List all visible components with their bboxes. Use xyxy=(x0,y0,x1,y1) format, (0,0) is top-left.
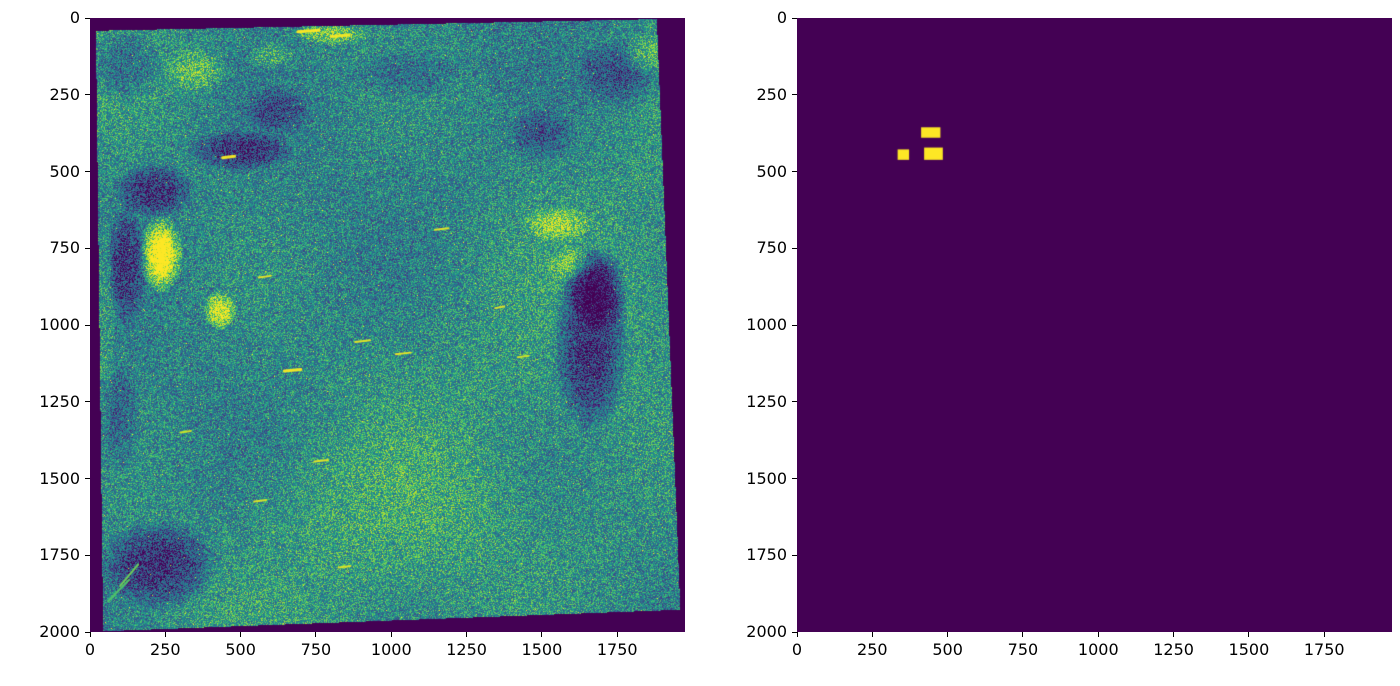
y-tick-mark xyxy=(85,171,90,172)
y-tick-label: 2000 xyxy=(39,622,80,641)
x-tick-mark xyxy=(947,632,949,637)
x-tick-mark xyxy=(390,632,392,637)
y-tick-mark xyxy=(792,324,797,326)
x-tick-label: 1750 xyxy=(596,640,638,659)
y-tick-mark xyxy=(792,401,797,403)
y-tick-label: 1000 xyxy=(746,315,787,334)
x-tick-mark xyxy=(240,632,242,637)
y-tick-mark xyxy=(85,17,90,19)
y-tick-label: 500 xyxy=(756,161,787,181)
x-tick-mark xyxy=(466,632,468,637)
y-tick-label: 0 xyxy=(69,8,80,27)
y-tick-mark xyxy=(792,171,797,172)
x-tick-mark xyxy=(89,632,91,637)
y-tick-label: 2000 xyxy=(746,622,787,641)
y-tick-mark xyxy=(792,94,797,96)
y-tick-label: 750 xyxy=(49,238,80,258)
y-tick-mark xyxy=(792,247,797,249)
x-tick-label: 1750 xyxy=(1303,640,1345,659)
x-tick-label: 750 xyxy=(300,640,332,659)
y-tick-label: 250 xyxy=(756,84,787,104)
y-tick-mark xyxy=(85,247,90,249)
y-tick-label: 1750 xyxy=(746,545,787,565)
x-tick-label: 500 xyxy=(932,640,963,659)
x-tick-label: 750 xyxy=(1007,640,1039,659)
x-tick-mark xyxy=(541,632,543,637)
y-tick-mark xyxy=(85,324,90,326)
y-tick-mark xyxy=(792,17,797,19)
y-tick-mark xyxy=(85,478,90,479)
y-tick-mark xyxy=(792,478,797,479)
x-tick-label: 1500 xyxy=(1228,640,1270,659)
x-tick-label: 250 xyxy=(150,640,181,659)
x-tick-mark xyxy=(1173,632,1175,637)
x-tick-label: 1000 xyxy=(370,640,412,659)
y-tick-label: 1750 xyxy=(39,545,80,565)
x-tick-mark xyxy=(796,632,798,637)
y-tick-mark xyxy=(85,554,90,556)
x-tick-mark xyxy=(1248,632,1250,637)
x-tick-label: 250 xyxy=(857,640,888,659)
y-tick-mark xyxy=(792,554,797,556)
y-tick-label: 1500 xyxy=(39,468,80,488)
y-tick-mark xyxy=(85,631,90,633)
y-tick-label: 0 xyxy=(776,8,787,27)
mask-image-canvas xyxy=(797,18,1392,632)
y-tick-label: 750 xyxy=(756,238,787,258)
x-tick-label: 1000 xyxy=(1077,640,1119,659)
x-tick-mark xyxy=(616,632,618,637)
y-tick-mark xyxy=(85,94,90,96)
x-tick-label: 1250 xyxy=(446,640,487,659)
x-tick-label: 1250 xyxy=(1153,640,1194,659)
x-tick-label: 500 xyxy=(225,640,256,659)
x-tick-mark xyxy=(164,632,166,637)
y-tick-mark xyxy=(792,631,797,633)
x-tick-label: 1500 xyxy=(521,640,563,659)
y-tick-label: 1250 xyxy=(39,391,80,411)
y-tick-mark xyxy=(85,401,90,403)
y-tick-label: 500 xyxy=(49,161,80,181)
y-tick-label: 1000 xyxy=(39,315,80,334)
x-tick-label: 0 xyxy=(84,640,96,659)
x-tick-mark xyxy=(315,632,317,637)
y-tick-label: 250 xyxy=(49,84,80,104)
y-tick-label: 1500 xyxy=(746,468,787,488)
x-tick-mark xyxy=(1022,632,1024,637)
x-tick-mark xyxy=(1097,632,1099,637)
x-tick-mark xyxy=(871,632,873,637)
subplot-mask-image: 0 250 500 750 1000 1250 1500 1750 2000 0 250 500 750… xyxy=(746,10,1392,658)
sar-image-canvas xyxy=(90,18,685,632)
x-tick-mark xyxy=(1323,632,1325,637)
subplot-sar-image: 0 250 500 750 1000 1250 1500 1750 2000 0 250 500 750… xyxy=(39,10,685,658)
x-tick-label: 0 xyxy=(791,640,803,659)
y-tick-label: 1250 xyxy=(746,391,787,411)
